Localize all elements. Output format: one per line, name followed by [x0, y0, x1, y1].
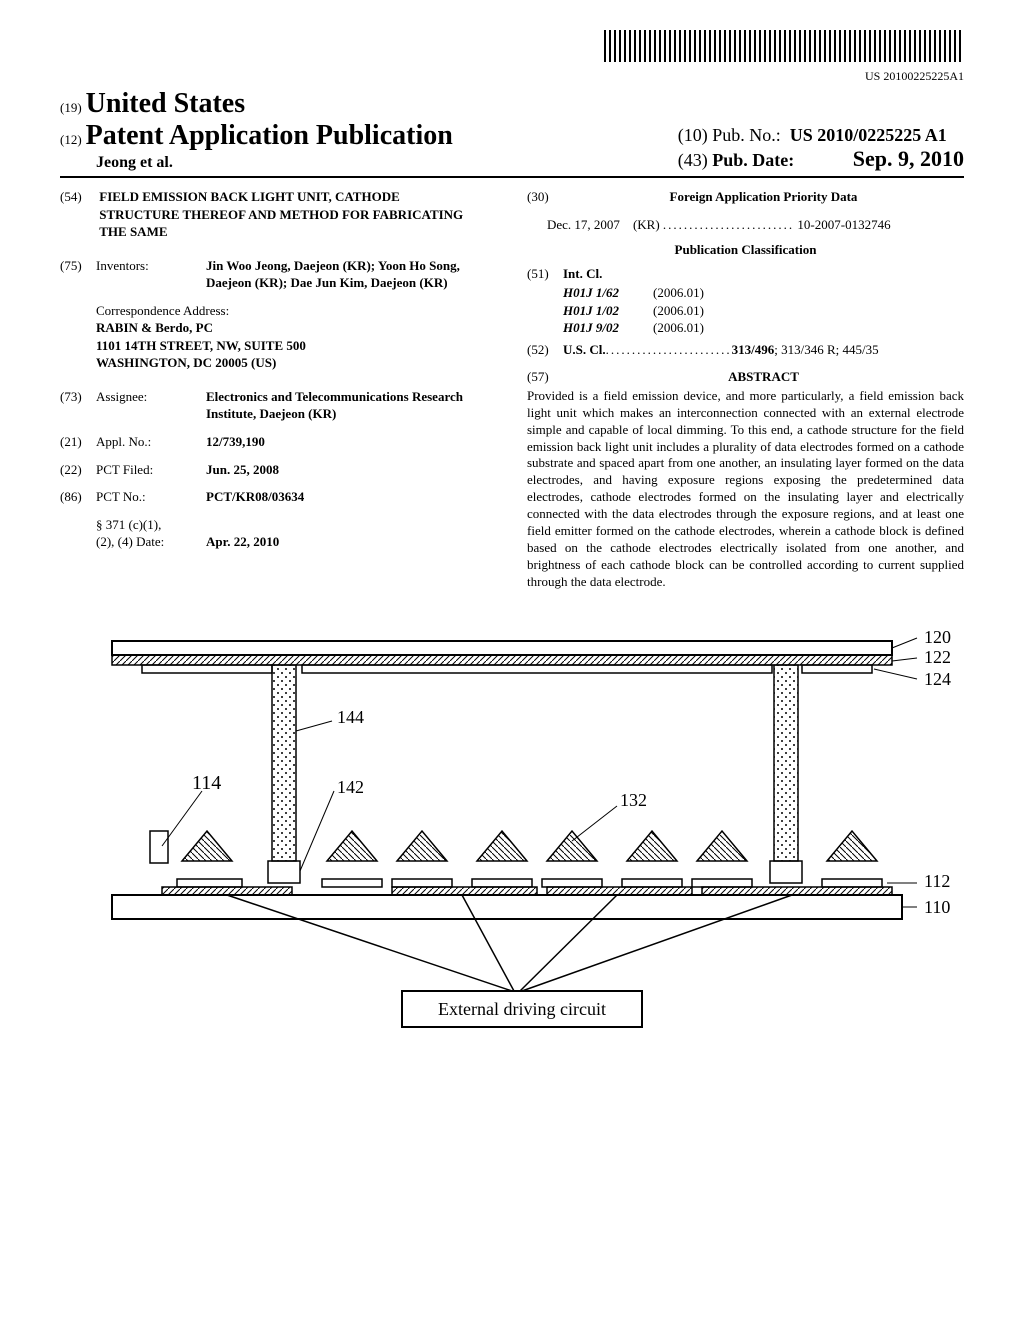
intcl-label: Int. Cl. [563, 265, 602, 283]
applno-label: Appl. No.: [96, 433, 206, 451]
prefix-43: (43) [678, 150, 708, 170]
num-51: (51) [527, 265, 563, 283]
pctno-label: PCT No.: [96, 488, 206, 506]
right-column: (30) Foreign Application Priority Data D… [527, 188, 964, 591]
label-110: 110 [924, 897, 950, 917]
author-line: Jeong et al. [96, 154, 453, 172]
label-122: 122 [924, 647, 951, 667]
s371-label: § 371 (c)(1), (2), (4) Date: [96, 516, 206, 551]
barcode-region: US 20100225225A1 [60, 30, 964, 84]
foreign-priority-label: Foreign Application Priority Data [563, 188, 964, 206]
pct-no: PCT/KR08/03634 [206, 488, 497, 506]
correspondence-label: Correspondence Address: [96, 302, 497, 320]
assignee-label: Assignee: [96, 388, 206, 423]
pctfiled-label: PCT Filed: [96, 461, 206, 479]
prefix-12: (12) [60, 132, 82, 147]
prefix-19: (19) [60, 100, 82, 115]
num-75: (75) [60, 257, 96, 292]
foreign-country: (KR) [633, 217, 660, 232]
publication-type: Patent Application Publication [86, 120, 453, 151]
pub-classification-label: Publication Classification [527, 241, 964, 259]
label-124: 124 [924, 669, 951, 689]
num-21: (21) [60, 433, 96, 451]
left-column: (54) FIELD EMISSION BACK LIGHT UNIT, CAT… [60, 188, 497, 591]
num-54: (54) [60, 188, 96, 206]
prefix-10: (10) [678, 125, 708, 145]
abstract-text: Provided is a field emission device, and… [527, 388, 964, 591]
invention-title: FIELD EMISSION BACK LIGHT UNIT, CATHODE … [99, 188, 479, 241]
num-22: (22) [60, 461, 96, 479]
pub-date: Sep. 9, 2010 [853, 146, 964, 171]
foreign-num: 10-2007-0132746 [797, 217, 890, 232]
uscl-main: 313/496 [732, 341, 775, 359]
dots: ......................... [663, 217, 794, 232]
label-114: 114 [192, 772, 221, 794]
appl-no: 12/739,190 [206, 433, 497, 451]
correspondence-addr1: 1101 14TH STREET, NW, SUITE 500 [96, 337, 497, 355]
inventors: Jin Woo Jeong, Daejeon (KR); Yoon Ho Son… [206, 257, 497, 292]
barcode [604, 30, 964, 62]
label-144: 144 [337, 707, 364, 727]
uscl-rest: ; 313/346 R; 445/35 [774, 341, 878, 359]
pub-number: US 2010/0225225 A1 [790, 125, 947, 145]
pct-filed: Jun. 25, 2008 [206, 461, 497, 479]
num-86: (86) [60, 488, 96, 506]
num-73: (73) [60, 388, 96, 423]
correspondence-addr2: WASHINGTON, DC 20005 (US) [96, 354, 497, 372]
header: (19) United States (12) Patent Applicati… [60, 88, 964, 178]
pubdate-label: Pub. Date: [712, 150, 794, 170]
correspondence-name: RABIN & Berdo, PC [96, 319, 497, 337]
barcode-number: US 20100225225A1 [60, 69, 964, 84]
driving-circuit-label: External driving circuit [438, 999, 606, 1019]
uscl-label: U.S. Cl. [563, 341, 606, 359]
num-52: (52) [527, 341, 563, 359]
abstract-label: ABSTRACT [563, 368, 964, 386]
label-112: 112 [924, 871, 950, 891]
label-142: 142 [337, 777, 364, 797]
label-132: 132 [620, 790, 647, 810]
s371-date: Apr. 22, 2010 [206, 533, 497, 551]
intcl-list: H01J 1/62(2006.01) H01J 1/02(2006.01) H0… [563, 284, 964, 337]
foreign-date: Dec. 17, 2007 [547, 217, 620, 232]
assignee: Electronics and Telecommunications Resea… [206, 388, 497, 423]
inventors-label: Inventors: [96, 257, 206, 292]
pubno-label: Pub. No.: [712, 125, 781, 145]
country: United States [86, 88, 245, 119]
num-30: (30) [527, 188, 563, 206]
num-57: (57) [527, 368, 563, 386]
figure: External driving circuit 120 122 124 112… [60, 631, 964, 1066]
label-120: 120 [924, 631, 951, 647]
